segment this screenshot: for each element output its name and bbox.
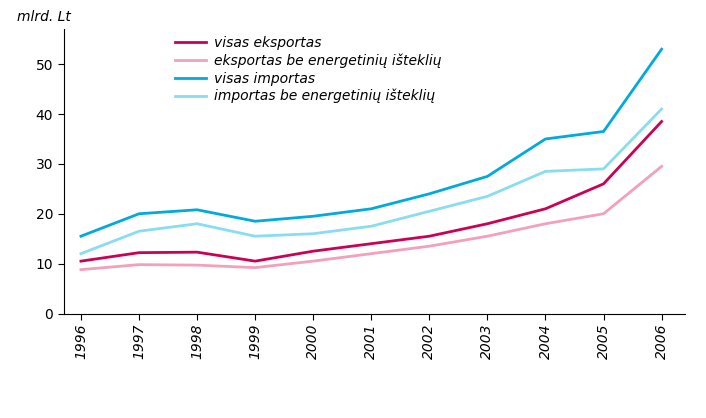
- visas importas: [135, 211, 143, 216]
- importas be energetinių išteklių: [309, 231, 318, 236]
- importas be energetinių išteklių: [542, 169, 550, 174]
- visas importas: [657, 47, 666, 52]
- visas eksportas: [657, 119, 666, 124]
- visas importas: [542, 136, 550, 141]
- eksportas be energetinių išteklių: [135, 262, 143, 267]
- importas be energetinių išteklių: [367, 224, 376, 229]
- Legend: visas eksportas, eksportas be energetinių išteklių, visas importas, importas be : visas eksportas, eksportas be energetini…: [170, 31, 448, 109]
- Text: mlrd. Lt: mlrd. Lt: [17, 10, 71, 23]
- eksportas be energetinių išteklių: [367, 251, 376, 256]
- visas importas: [309, 214, 318, 219]
- eksportas be energetinių išteklių: [425, 244, 433, 249]
- eksportas be energetinių išteklių: [77, 267, 85, 272]
- eksportas be energetinių išteklių: [599, 211, 608, 216]
- eksportas be energetinių išteklių: [542, 221, 550, 226]
- eksportas be energetinių išteklių: [193, 263, 201, 268]
- visas importas: [599, 129, 608, 134]
- importas be energetinių išteklių: [657, 107, 666, 112]
- Line: visas importas: visas importas: [81, 49, 662, 236]
- Line: visas eksportas: visas eksportas: [81, 122, 662, 261]
- eksportas be energetinių išteklių: [251, 265, 259, 270]
- visas importas: [367, 206, 376, 211]
- visas eksportas: [599, 181, 608, 186]
- importas be energetinių išteklių: [193, 221, 201, 226]
- visas eksportas: [193, 250, 201, 255]
- visas importas: [483, 174, 491, 179]
- visas eksportas: [309, 249, 318, 254]
- importas be energetinių išteklių: [425, 209, 433, 214]
- importas be energetinių išteklių: [77, 251, 85, 256]
- eksportas be energetinių išteklių: [483, 234, 491, 239]
- importas be energetinių išteklių: [251, 234, 259, 239]
- visas importas: [251, 219, 259, 224]
- eksportas be energetinių išteklių: [657, 164, 666, 169]
- visas eksportas: [542, 206, 550, 211]
- visas eksportas: [367, 241, 376, 246]
- visas eksportas: [483, 221, 491, 226]
- Line: importas be energetinių išteklių: importas be energetinių išteklių: [81, 109, 662, 254]
- visas eksportas: [77, 259, 85, 264]
- importas be energetinių išteklių: [599, 166, 608, 171]
- visas importas: [425, 191, 433, 196]
- Line: eksportas be energetinių išteklių: eksportas be energetinių išteklių: [81, 166, 662, 270]
- visas eksportas: [425, 234, 433, 239]
- visas importas: [193, 207, 201, 212]
- visas importas: [77, 234, 85, 239]
- importas be energetinių išteklių: [135, 229, 143, 234]
- importas be energetinių išteklių: [483, 194, 491, 199]
- eksportas be energetinių išteklių: [309, 259, 318, 264]
- visas eksportas: [251, 259, 259, 264]
- visas eksportas: [135, 250, 143, 255]
